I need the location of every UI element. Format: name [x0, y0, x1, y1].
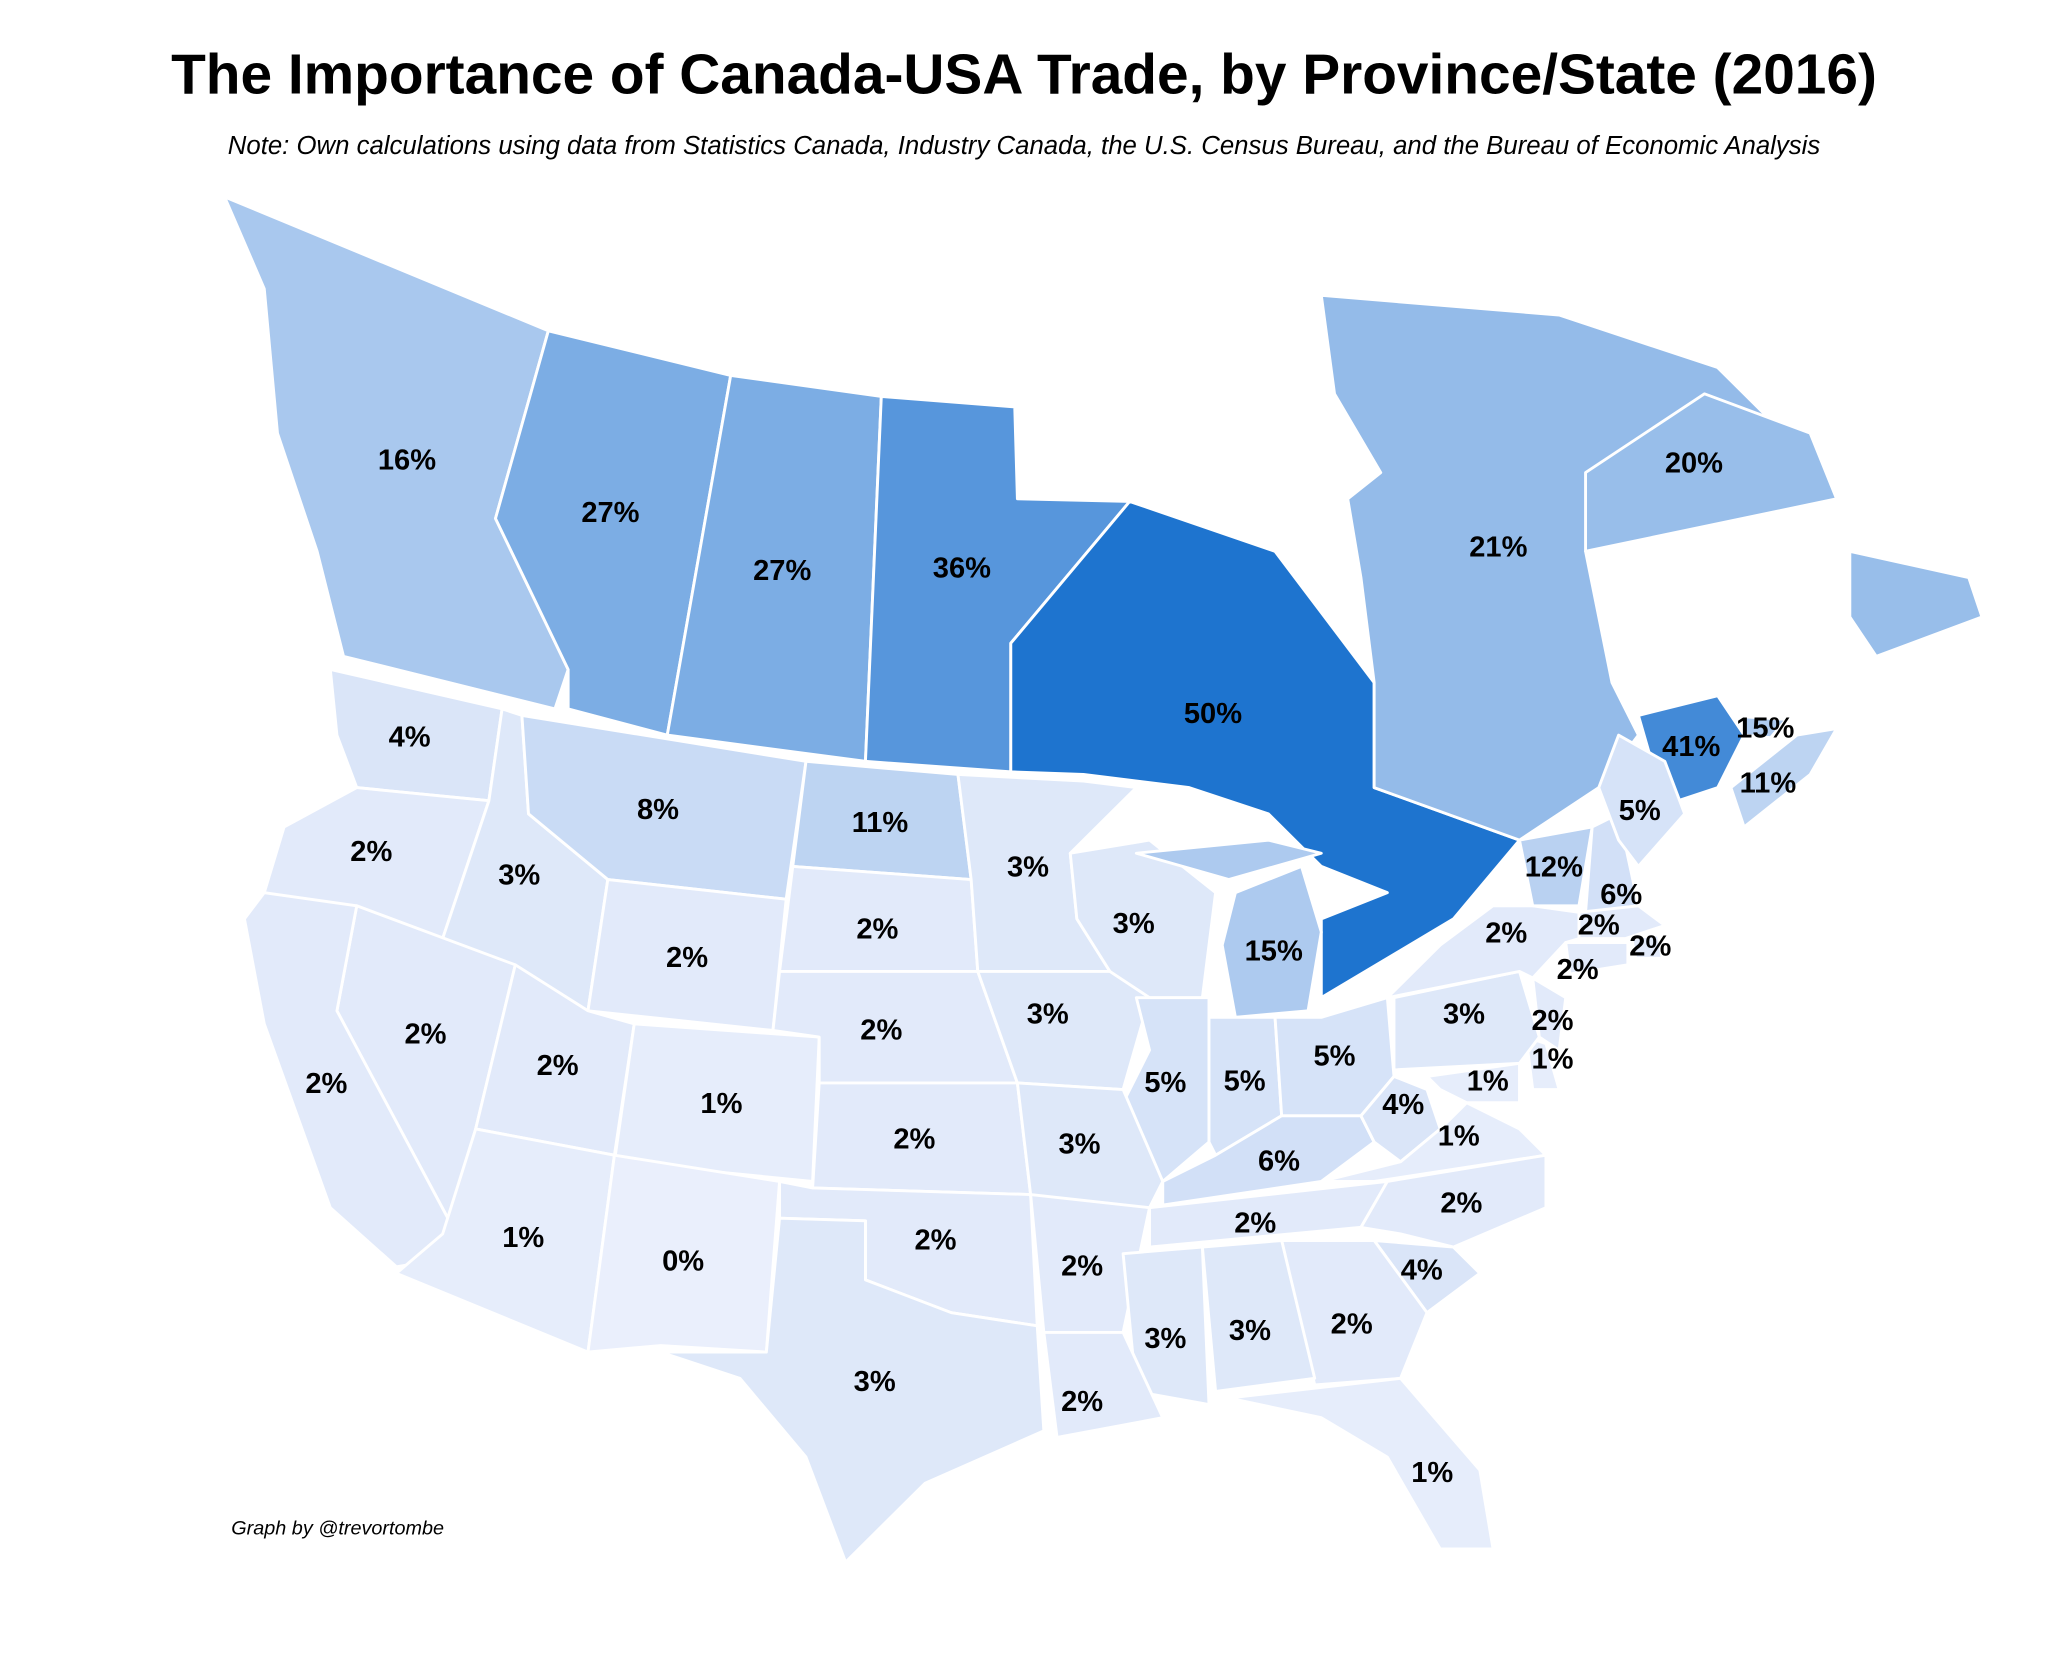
- region-label: 27%: [753, 555, 811, 587]
- region-label: 2%: [1557, 954, 1599, 986]
- region-label: 1%: [1411, 1457, 1453, 1489]
- region-label: 4%: [389, 722, 431, 754]
- region: [1134, 838, 1323, 1019]
- region-label: 16%: [378, 445, 436, 477]
- region-label: 1%: [1467, 1066, 1509, 1098]
- region: [1042, 1330, 1165, 1439]
- region: [1319, 1101, 1548, 1183]
- region-label: 2%: [1532, 1005, 1574, 1037]
- region-label: 3%: [854, 1366, 896, 1398]
- region-label: 41%: [1662, 731, 1720, 763]
- region-label: 4%: [1382, 1089, 1424, 1121]
- region-label: 12%: [1525, 852, 1583, 884]
- region-label: 3%: [1007, 852, 1049, 884]
- title: The Importance of Canada-USA Trade, by P…: [171, 44, 1877, 107]
- region: [1740, 715, 1788, 740]
- region-label: 36%: [933, 552, 991, 584]
- region: [1524, 1035, 1561, 1091]
- region-label: 2%: [893, 1123, 935, 1155]
- region-label: 2%: [1485, 917, 1527, 949]
- credit: Graph by @trevortombe: [231, 1518, 444, 1540]
- region-label: 2%: [1331, 1309, 1373, 1341]
- region-label: 8%: [637, 794, 679, 826]
- region-label: 50%: [1184, 698, 1242, 730]
- region-label: 2%: [404, 1018, 446, 1050]
- region-label: 0%: [662, 1246, 704, 1278]
- region-label: 5%: [1144, 1067, 1186, 1099]
- region-label: 5%: [1314, 1041, 1356, 1073]
- region-label: 5%: [1619, 795, 1661, 827]
- region: [1584, 392, 1984, 658]
- region-label: 2%: [914, 1225, 956, 1257]
- region-label: 2%: [1234, 1207, 1276, 1239]
- region: [1577, 904, 1667, 941]
- region-label: 6%: [1600, 879, 1642, 911]
- region: [976, 969, 1151, 1091]
- region-label: 3%: [498, 860, 540, 892]
- region-label: 3%: [1058, 1129, 1100, 1161]
- region-labels: 16% 27% 27% 36% 50% 21% 20% 41% 15% 11% 4% 2% 3% 8% 11…: [305, 445, 1796, 1489]
- region-label: 21%: [1469, 531, 1527, 563]
- region-label: 2%: [1061, 1251, 1103, 1283]
- region: [1200, 1239, 1317, 1393]
- region-label: 2%: [1578, 909, 1620, 941]
- region-label: 3%: [1443, 999, 1485, 1031]
- region-label: 2%: [1629, 930, 1671, 962]
- region-label: 1%: [1438, 1121, 1480, 1153]
- map: The Importance of Canada-USA Trade, by P…: [171, 44, 1984, 1564]
- region: [659, 1216, 1046, 1564]
- region: [1729, 727, 1839, 829]
- region: [1564, 941, 1630, 976]
- region-label: 2%: [305, 1068, 347, 1100]
- region-label: 2%: [1440, 1188, 1482, 1220]
- region-label: 3%: [1027, 999, 1069, 1031]
- regions: [223, 195, 1984, 1564]
- region-label: 11%: [1740, 768, 1797, 800]
- region-label: 6%: [1258, 1146, 1300, 1178]
- region-label: 15%: [1736, 713, 1794, 745]
- region: [586, 1153, 782, 1354]
- region-label: 15%: [1245, 936, 1303, 968]
- region-label: 27%: [581, 497, 639, 529]
- region-label: 2%: [666, 942, 708, 974]
- region: [1630, 933, 1664, 960]
- region-label: 5%: [1224, 1066, 1266, 1098]
- region-label: 3%: [1229, 1315, 1271, 1347]
- region-label: 1%: [502, 1222, 544, 1254]
- region: [1121, 1245, 1211, 1407]
- region-label: 2%: [537, 1050, 579, 1082]
- note: Note: Own calculations using data from S…: [228, 132, 1821, 160]
- region-label: 2%: [350, 836, 392, 868]
- region-label: 2%: [1061, 1386, 1103, 1418]
- region: [1359, 1153, 1548, 1249]
- region: [1531, 976, 1568, 1052]
- region-label: 11%: [852, 807, 909, 839]
- region-label: 3%: [1144, 1323, 1186, 1355]
- region: [1227, 1376, 1495, 1551]
- region-label: 2%: [860, 1014, 902, 1046]
- region-label: 1%: [1532, 1043, 1574, 1075]
- region-label: 20%: [1665, 447, 1723, 479]
- region-label: 3%: [1113, 908, 1155, 940]
- region: [394, 1127, 616, 1354]
- region: [1518, 825, 1594, 908]
- region-label: 1%: [700, 1088, 742, 1120]
- region: [1597, 733, 1687, 868]
- region-label: 2%: [856, 913, 898, 945]
- region-label: 4%: [1401, 1255, 1443, 1287]
